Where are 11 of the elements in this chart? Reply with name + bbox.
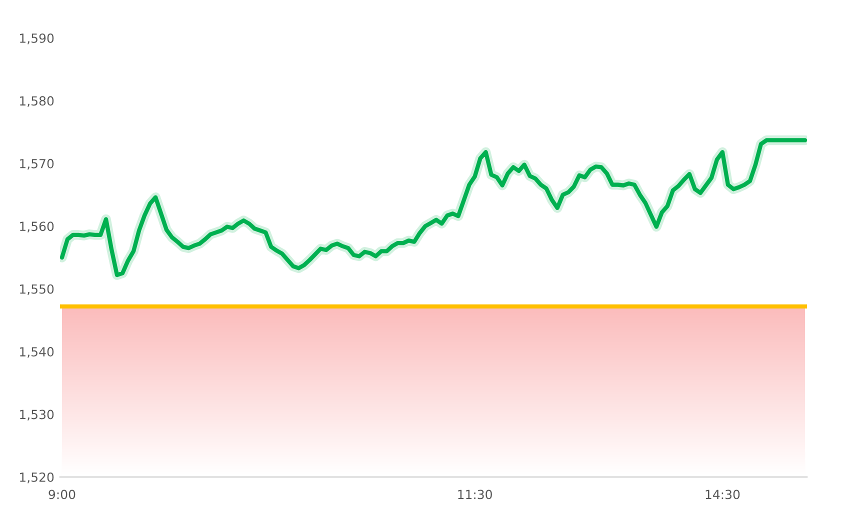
y-tick-label: 1,560 [20, 222, 54, 232]
y-tick-label: 1,550 [20, 284, 54, 296]
x-tick-label: 14:30 [706, 490, 740, 500]
y-tick-label: 1,520 [20, 472, 54, 484]
y-tick-label: 1,590 [20, 33, 54, 44]
y-tick-label: 1,530 [20, 410, 54, 420]
x-tick-label: 9:00 [48, 490, 76, 500]
x-tick-label: 11:30 [458, 490, 492, 500]
y-tick-label: 1,570 [20, 158, 54, 170]
y-tick-label: 1,540 [20, 347, 54, 358]
y-tick-label: 1,580 [20, 96, 54, 107]
